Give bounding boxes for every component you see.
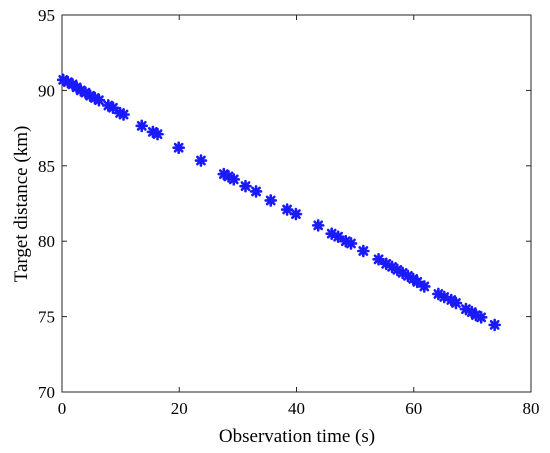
data-point	[264, 194, 278, 207]
y-axis-label: Target distance (km)	[11, 126, 32, 283]
data-point	[92, 93, 106, 107]
x-tick-label: 40	[288, 399, 305, 418]
x-tick-label: 0	[58, 399, 67, 418]
data-point	[311, 219, 325, 232]
x-tick-label: 80	[523, 399, 540, 418]
y-axis: 70 75 80 85 90 95	[38, 6, 531, 402]
data-point	[357, 244, 370, 258]
data-point	[280, 203, 294, 216]
data-point	[151, 127, 164, 141]
y-tick-label: 75	[38, 308, 55, 327]
y-tick-label: 85	[38, 157, 55, 176]
data-point	[227, 173, 241, 186]
data-point	[172, 141, 185, 155]
plot-area	[61, 14, 532, 393]
data-point	[331, 230, 345, 243]
data-point	[117, 108, 130, 121]
data-point	[449, 296, 463, 310]
data-point	[344, 237, 358, 250]
data-point	[239, 179, 252, 193]
data-point	[474, 311, 488, 324]
x-axis: 0 20 40 60 80	[58, 15, 540, 418]
x-tick-label: 20	[171, 399, 188, 418]
data-point	[289, 207, 303, 221]
data-point	[135, 119, 149, 133]
data-point	[488, 318, 501, 332]
data-point	[194, 154, 208, 167]
data-point	[249, 185, 263, 198]
x-tick-label: 60	[405, 399, 422, 418]
data-point	[418, 280, 431, 293]
x-axis-label: Observation time (s)	[219, 426, 375, 447]
y-tick-label: 80	[38, 232, 55, 251]
y-tick-label: 70	[38, 383, 55, 402]
y-tick-label: 90	[38, 81, 55, 100]
y-tick-label: 95	[38, 6, 55, 25]
data-points	[56, 73, 501, 332]
